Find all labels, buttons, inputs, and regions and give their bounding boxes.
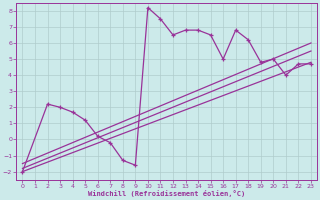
X-axis label: Windchill (Refroidissement éolien,°C): Windchill (Refroidissement éolien,°C)	[88, 190, 245, 197]
